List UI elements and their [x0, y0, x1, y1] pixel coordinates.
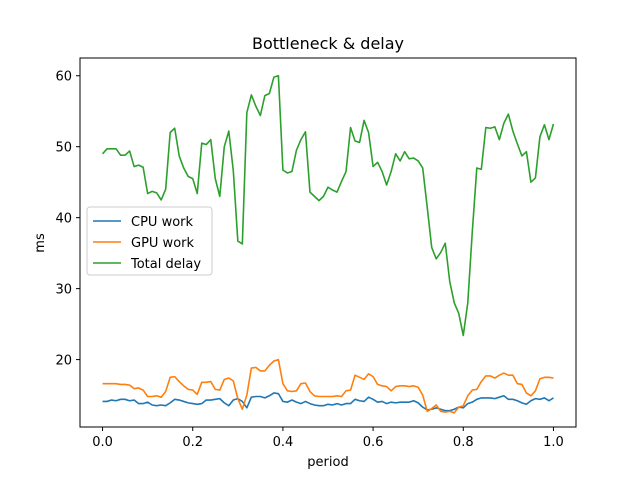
x-tick-label: 0.4 [273, 435, 294, 450]
x-tick-label: 0.2 [182, 435, 203, 450]
legend-box [86, 206, 213, 276]
x-axis: 0.0 0.2 0.4 0.6 0.8 1.0 [92, 427, 564, 450]
legend: CPU work GPU work Total delay [86, 206, 213, 276]
legend-label-gpu-work: GPU work [131, 236, 194, 251]
chart-title: Bottleneck & delay [252, 34, 404, 53]
series-line-cpu-work [102, 392, 554, 412]
y-tick-label: 30 [55, 283, 72, 298]
y-tick-label: 20 [55, 354, 72, 369]
series-layer [101, 74, 555, 414]
plot-area [79, 57, 577, 428]
y-axis-label: ms [33, 233, 48, 253]
y-tick-label: 60 [55, 70, 72, 85]
legend-entries: CPU work GPU work Total delay [93, 215, 201, 272]
x-axis-label: period [307, 455, 348, 470]
legend-label-total-delay: Total delay [130, 257, 201, 272]
plot-frame [79, 57, 577, 428]
series-line-total-delay [101, 74, 555, 337]
x-tick-label: 0.6 [363, 435, 384, 450]
x-tick-label: 0.0 [92, 435, 113, 450]
x-tick-label: 0.8 [453, 435, 474, 450]
y-tick-label: 40 [55, 212, 72, 227]
legend-label-cpu-work: CPU work [131, 215, 193, 230]
y-axis: 20 30 40 50 60 [55, 70, 80, 369]
x-tick-label: 1.0 [543, 435, 564, 450]
y-tick-label: 50 [55, 141, 72, 156]
series-line-gpu-work [102, 358, 554, 414]
